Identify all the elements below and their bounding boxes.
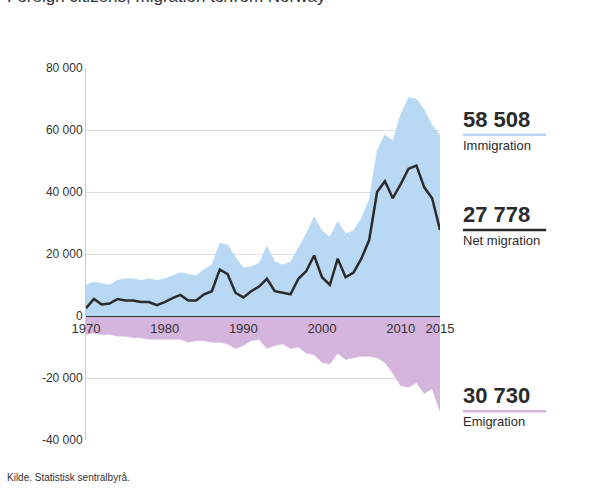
svg-text:40 000: 40 000 bbox=[46, 185, 83, 199]
svg-text:-40 000: -40 000 bbox=[42, 433, 83, 447]
svg-text:2010: 2010 bbox=[386, 321, 415, 336]
svg-text:-20 000: -20 000 bbox=[42, 371, 83, 385]
svg-text:Foreign citizens, migration to: Foreign citizens, migration to/from Norw… bbox=[7, 0, 326, 6]
svg-text:1990: 1990 bbox=[229, 321, 258, 336]
svg-text:58 508: 58 508 bbox=[463, 107, 530, 132]
svg-text:2000: 2000 bbox=[308, 321, 337, 336]
svg-text:80 000: 80 000 bbox=[46, 61, 83, 75]
svg-text:Immigration: Immigration bbox=[463, 138, 531, 153]
svg-text:Net migration: Net migration bbox=[463, 233, 540, 248]
svg-text:20 000: 20 000 bbox=[46, 247, 83, 261]
svg-text:1970: 1970 bbox=[72, 321, 101, 336]
svg-text:Kilde. Statistisk sentralbyrå.: Kilde. Statistisk sentralbyrå. bbox=[7, 472, 130, 483]
svg-text:0: 0 bbox=[76, 309, 83, 323]
svg-text:27 778: 27 778 bbox=[463, 202, 530, 227]
svg-text:2015: 2015 bbox=[426, 321, 455, 336]
svg-text:Emigration: Emigration bbox=[463, 414, 525, 429]
svg-text:60 000: 60 000 bbox=[46, 123, 83, 137]
svg-text:1980: 1980 bbox=[150, 321, 179, 336]
svg-text:30 730: 30 730 bbox=[463, 383, 530, 408]
